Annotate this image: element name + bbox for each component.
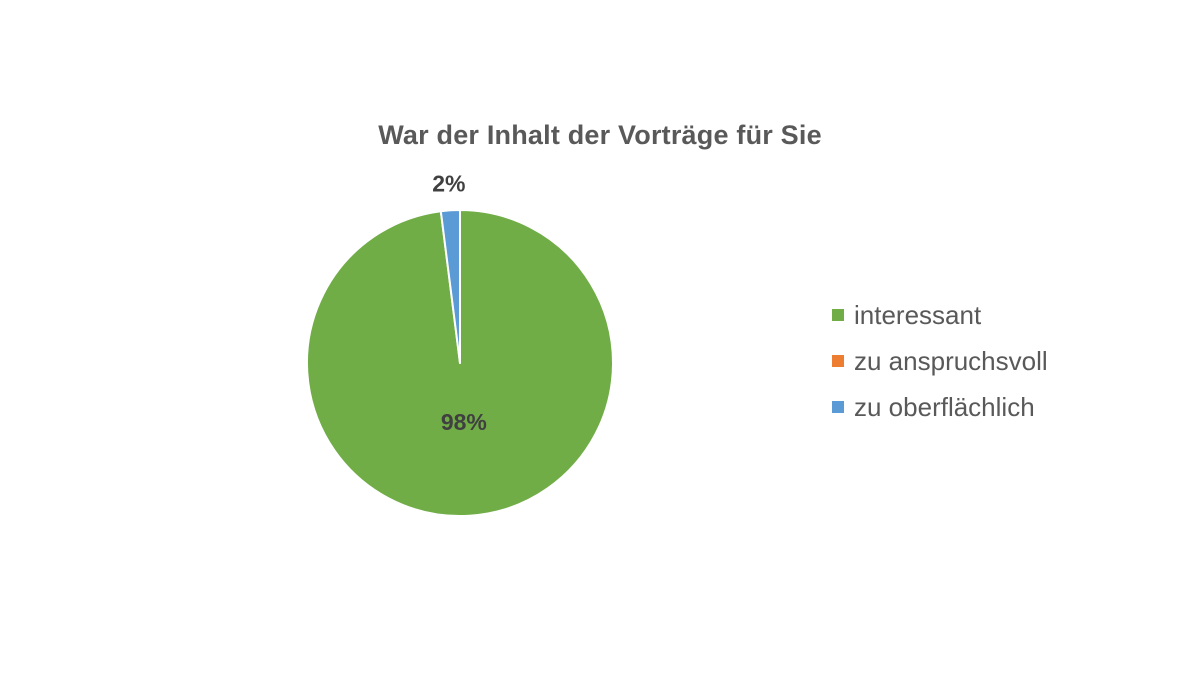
legend-label: zu oberflächlich <box>854 391 1035 422</box>
legend-swatch <box>832 401 844 413</box>
pie-slice-zu-oberflächlich <box>439 209 461 364</box>
legend-item: zu oberflächlich <box>832 384 1048 430</box>
data-label-interessant: 98% <box>441 409 487 435</box>
chart-legend: interessant zu anspruchsvoll zu oberflächl… <box>832 292 1048 430</box>
pie-slices <box>306 209 614 517</box>
legend-item: interessant <box>832 292 1048 338</box>
pie-data-labels: 98% 2% <box>432 170 487 435</box>
data-label-zu-oberflächlich: 2% <box>432 170 465 196</box>
legend-swatch <box>832 355 844 367</box>
legend-label: zu anspruchsvoll <box>854 345 1048 376</box>
legend-swatch <box>832 309 844 321</box>
legend-item: zu anspruchsvoll <box>832 338 1048 384</box>
chart-title: War der Inhalt der Vorträge für Sie <box>378 120 822 150</box>
legend-label: interessant <box>854 299 982 330</box>
